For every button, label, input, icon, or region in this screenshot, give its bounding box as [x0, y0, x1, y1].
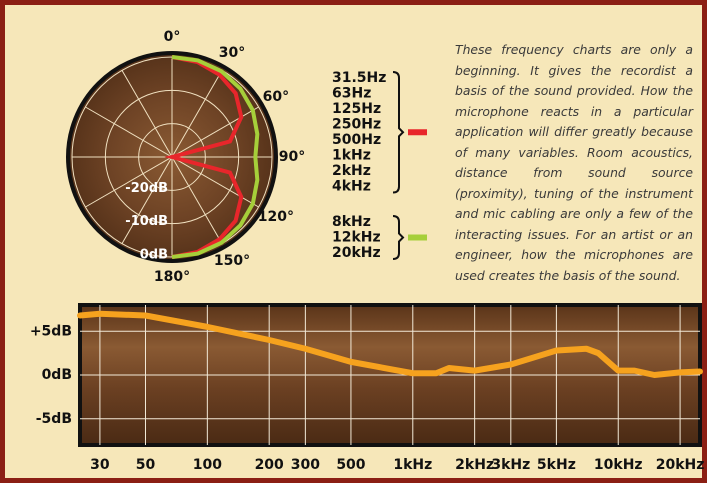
legend-swatch	[408, 234, 427, 241]
angle-label: 30°	[219, 45, 245, 61]
radial-label: 0dB	[140, 248, 168, 263]
legend-label: 12kHz	[332, 230, 381, 246]
x-tick-label: 5kHz	[537, 457, 576, 473]
legend-label: 1kHz	[332, 148, 371, 164]
x-tick-label: 100	[193, 457, 222, 473]
x-tick-label: 300	[291, 457, 320, 473]
angle-label: 150°	[214, 253, 250, 269]
x-tick-label: 3kHz	[491, 457, 530, 473]
legend-label: 20kHz	[332, 245, 381, 261]
x-tick-label: 10kHz	[594, 457, 643, 473]
radial-label: -20dB	[125, 181, 168, 196]
angle-label: 120°	[258, 209, 294, 225]
x-tick-label: 50	[136, 457, 156, 473]
description: These frequency charts are only a beginn…	[455, 42, 693, 283]
response-line	[77, 310, 703, 378]
pattern-curve	[171, 55, 260, 259]
legend-label: 2kHz	[332, 163, 371, 179]
angle-label: 0°	[164, 29, 181, 45]
legend-bracket	[392, 215, 405, 260]
x-tick-label: 2kHz	[455, 457, 494, 473]
legend-label: 31.5Hz	[332, 70, 386, 86]
x-tick-label: 200	[255, 457, 284, 473]
angle-label: 180°	[154, 269, 190, 285]
legend-label: 63Hz	[332, 86, 371, 102]
angle-label: 90°	[279, 149, 305, 165]
legend-swatch	[408, 129, 427, 136]
x-tick-label: 1kHz	[393, 457, 432, 473]
x-tick-label: 30	[90, 457, 110, 473]
legend-label: 125Hz	[332, 101, 381, 117]
legend-label: 250Hz	[332, 117, 381, 133]
radial-label: -10dB	[125, 214, 168, 229]
y-tick-label: -5dB	[36, 411, 72, 427]
pattern-curve	[164, 55, 244, 259]
legend-bracket	[392, 71, 405, 194]
legend-label: 8kHz	[332, 214, 371, 230]
x-tick-label: 20kHz	[656, 457, 705, 473]
angle-label: 60°	[263, 89, 289, 105]
y-tick-label: +5dB	[30, 323, 72, 339]
y-tick-label: 0dB	[42, 367, 72, 383]
x-tick-label: 500	[336, 457, 365, 473]
legend-label: 500Hz	[332, 132, 381, 148]
legend-label: 4kHz	[332, 179, 371, 195]
